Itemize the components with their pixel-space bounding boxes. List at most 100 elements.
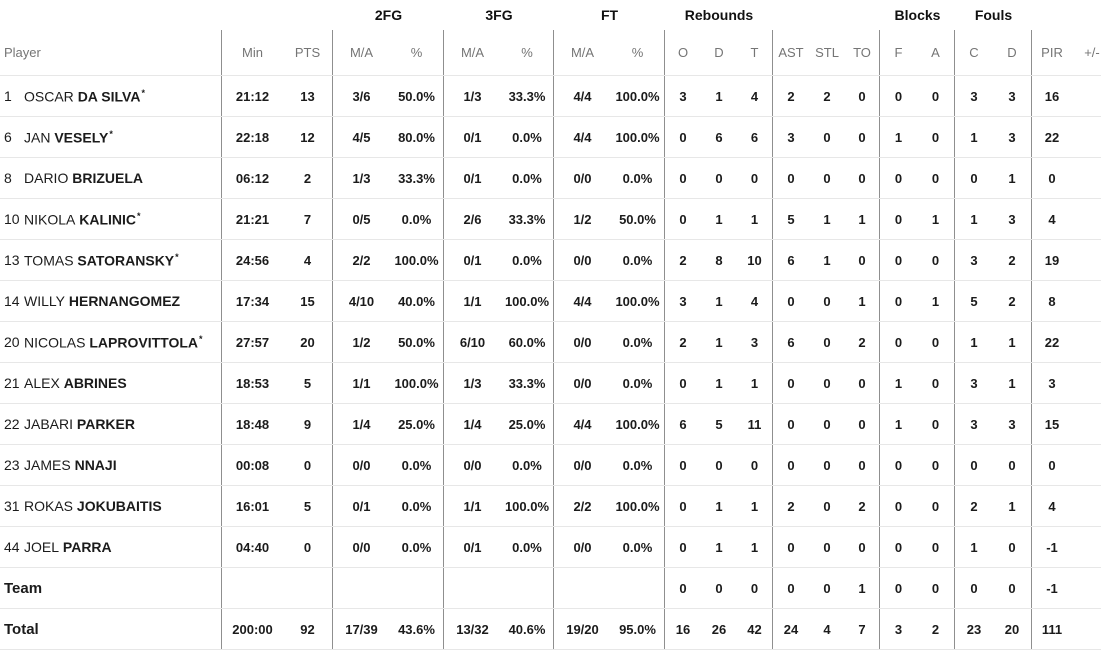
stat-cell: 1	[715, 375, 723, 391]
stat-cell: 0	[823, 375, 831, 391]
stat-cell: 2	[993, 240, 1032, 280]
stat-cell: 1	[715, 498, 723, 514]
player-row: 6 JAN VESELY* 22:18 12 4/5 80.0% 0/1 0.0% 4/4 100…	[0, 117, 1101, 158]
player-first-name: JABARI	[24, 416, 77, 432]
stat-cell: 1/2	[573, 211, 592, 227]
player-row: 13 TOMAS SATORANSKY* 24:56 4 2/2 100.0% 0/1 0.0…	[0, 240, 1101, 281]
stat-cell: 1	[917, 281, 955, 321]
stat-cell: 3	[970, 416, 978, 432]
total-row-label: Total	[4, 620, 39, 638]
stat-cell: 0	[917, 445, 955, 485]
stat-cell: 0/0	[573, 375, 592, 391]
stat-cell: 40.0%	[390, 281, 444, 321]
player-last-name: SATORANSKY	[77, 252, 175, 269]
stat-cell: 00:08	[235, 457, 270, 473]
stat-cell: 0	[787, 293, 795, 309]
stat-cell: 0	[283, 527, 333, 567]
group-header-blocks: Blocks	[894, 7, 941, 23]
stat-cell: 0	[917, 568, 955, 608]
stat-cell: 5	[283, 363, 333, 403]
stat-cell: 8	[715, 252, 723, 268]
player-name[interactable]: JABARI PARKER	[24, 416, 135, 432]
stat-cell: 6	[737, 117, 773, 157]
player-name[interactable]: TOMAS SATORANSKY*	[24, 252, 179, 269]
stat-cell: 100.0%	[501, 281, 554, 321]
stat-cell: 2	[993, 281, 1032, 321]
col-header-ma: M/A	[349, 45, 374, 60]
stat-cell: 1/1	[352, 375, 371, 391]
stat-cell: 0	[679, 375, 687, 391]
player-name[interactable]: NIKOLA KALINIC*	[24, 211, 141, 228]
stat-cell: 1	[737, 486, 773, 526]
stat-cell: 4	[1048, 498, 1056, 514]
stat-cell: 0.0%	[501, 445, 554, 485]
player-name[interactable]: JAN VESELY*	[24, 129, 113, 146]
stat-cell: 0	[823, 293, 831, 309]
player-first-name: JAN	[24, 129, 55, 146]
stat-cell: 0	[679, 129, 687, 145]
player-name[interactable]: ALEX ABRINES	[24, 375, 127, 391]
player-name[interactable]: WILLY HERNANGOMEZ	[24, 293, 180, 309]
stat-cell: 1	[823, 252, 831, 268]
stat-cell: 1	[894, 416, 903, 432]
stat-cell: 21:21	[235, 211, 270, 227]
stat-cell: 100.0%	[390, 363, 444, 403]
stat-cell: 33.3%	[501, 199, 554, 239]
col-header-min: Min	[242, 45, 263, 60]
stat-cell: 2	[679, 252, 687, 268]
stat-cell: 0/0	[573, 170, 592, 186]
stat-cell: 1	[715, 334, 723, 350]
stat-cell: 0/1	[463, 129, 482, 145]
player-cell: 22 JABARI PARKER	[0, 404, 222, 444]
col-header-f: F	[894, 45, 903, 60]
player-cell: 44 JOEL PARRA	[0, 527, 222, 567]
stat-cell: 2/2	[352, 252, 371, 268]
player-row: 20 NICOLAS LAPROVITTOLA* 27:57 20 1/2 50.0% 6/…	[0, 322, 1101, 363]
stat-cell: 0.0%	[501, 527, 554, 567]
player-name[interactable]: JOEL PARRA	[24, 539, 112, 555]
stat-cell: 2	[787, 88, 795, 104]
team-row: Team 0 0 0 0 0 1 0 0 0 0 -1	[0, 568, 1101, 609]
stat-cell: 3	[737, 322, 773, 362]
stat-cell: 0	[823, 334, 831, 350]
stat-cell: 0	[787, 416, 795, 432]
stat-cell: 4	[823, 621, 831, 637]
starter-mark: *	[137, 210, 141, 221]
stat-cell	[1072, 527, 1101, 567]
stat-cell: 0	[679, 539, 687, 555]
stat-cell	[283, 568, 333, 608]
player-name[interactable]: NICOLAS LAPROVITTOLA*	[24, 334, 203, 351]
player-row: 23 JAMES NNAJI 00:08 0 0/0 0.0% 0/0 0.0% 0/0 0.0%…	[0, 445, 1101, 486]
stat-cell: 25.0%	[501, 404, 554, 444]
stat-cell: 33.3%	[501, 363, 554, 403]
stat-cell: 0	[823, 170, 831, 186]
stat-cell: 3	[970, 88, 978, 104]
stat-cell: 3	[787, 129, 795, 145]
stat-cell: 3	[679, 293, 687, 309]
stat-cell: 50.0%	[390, 322, 444, 362]
player-number: 6	[4, 129, 12, 145]
stat-cell: 0/1	[463, 252, 482, 268]
player-name[interactable]: ROKAS JOKUBAITIS	[24, 498, 162, 514]
stat-cell	[1072, 363, 1101, 403]
stat-cell: 2/6	[463, 211, 482, 227]
stat-cell: 40.6%	[501, 609, 554, 649]
stat-cell: 1	[737, 199, 773, 239]
stat-cell	[222, 568, 283, 608]
stat-cell: 0	[715, 170, 723, 186]
stat-cell: 0	[970, 170, 978, 186]
stat-cell: 95.0%	[611, 609, 665, 649]
stat-cell: 0	[679, 580, 687, 596]
player-first-name: ROKAS	[24, 498, 77, 514]
player-name[interactable]: OSCAR DA SILVA*	[24, 88, 145, 105]
stat-cell: 1	[993, 363, 1032, 403]
player-last-name: PARRA	[62, 539, 112, 555]
stat-cell: 16	[1044, 88, 1060, 104]
stat-cell: 4	[283, 240, 333, 280]
stat-cell: 0	[845, 445, 880, 485]
player-name[interactable]: JAMES NNAJI	[24, 457, 117, 473]
col-header-: %	[390, 30, 444, 75]
stat-cell: 1	[845, 568, 880, 608]
player-name[interactable]: DARIO BRIZUELA	[24, 170, 143, 186]
stat-cell: 0/0	[352, 539, 371, 555]
